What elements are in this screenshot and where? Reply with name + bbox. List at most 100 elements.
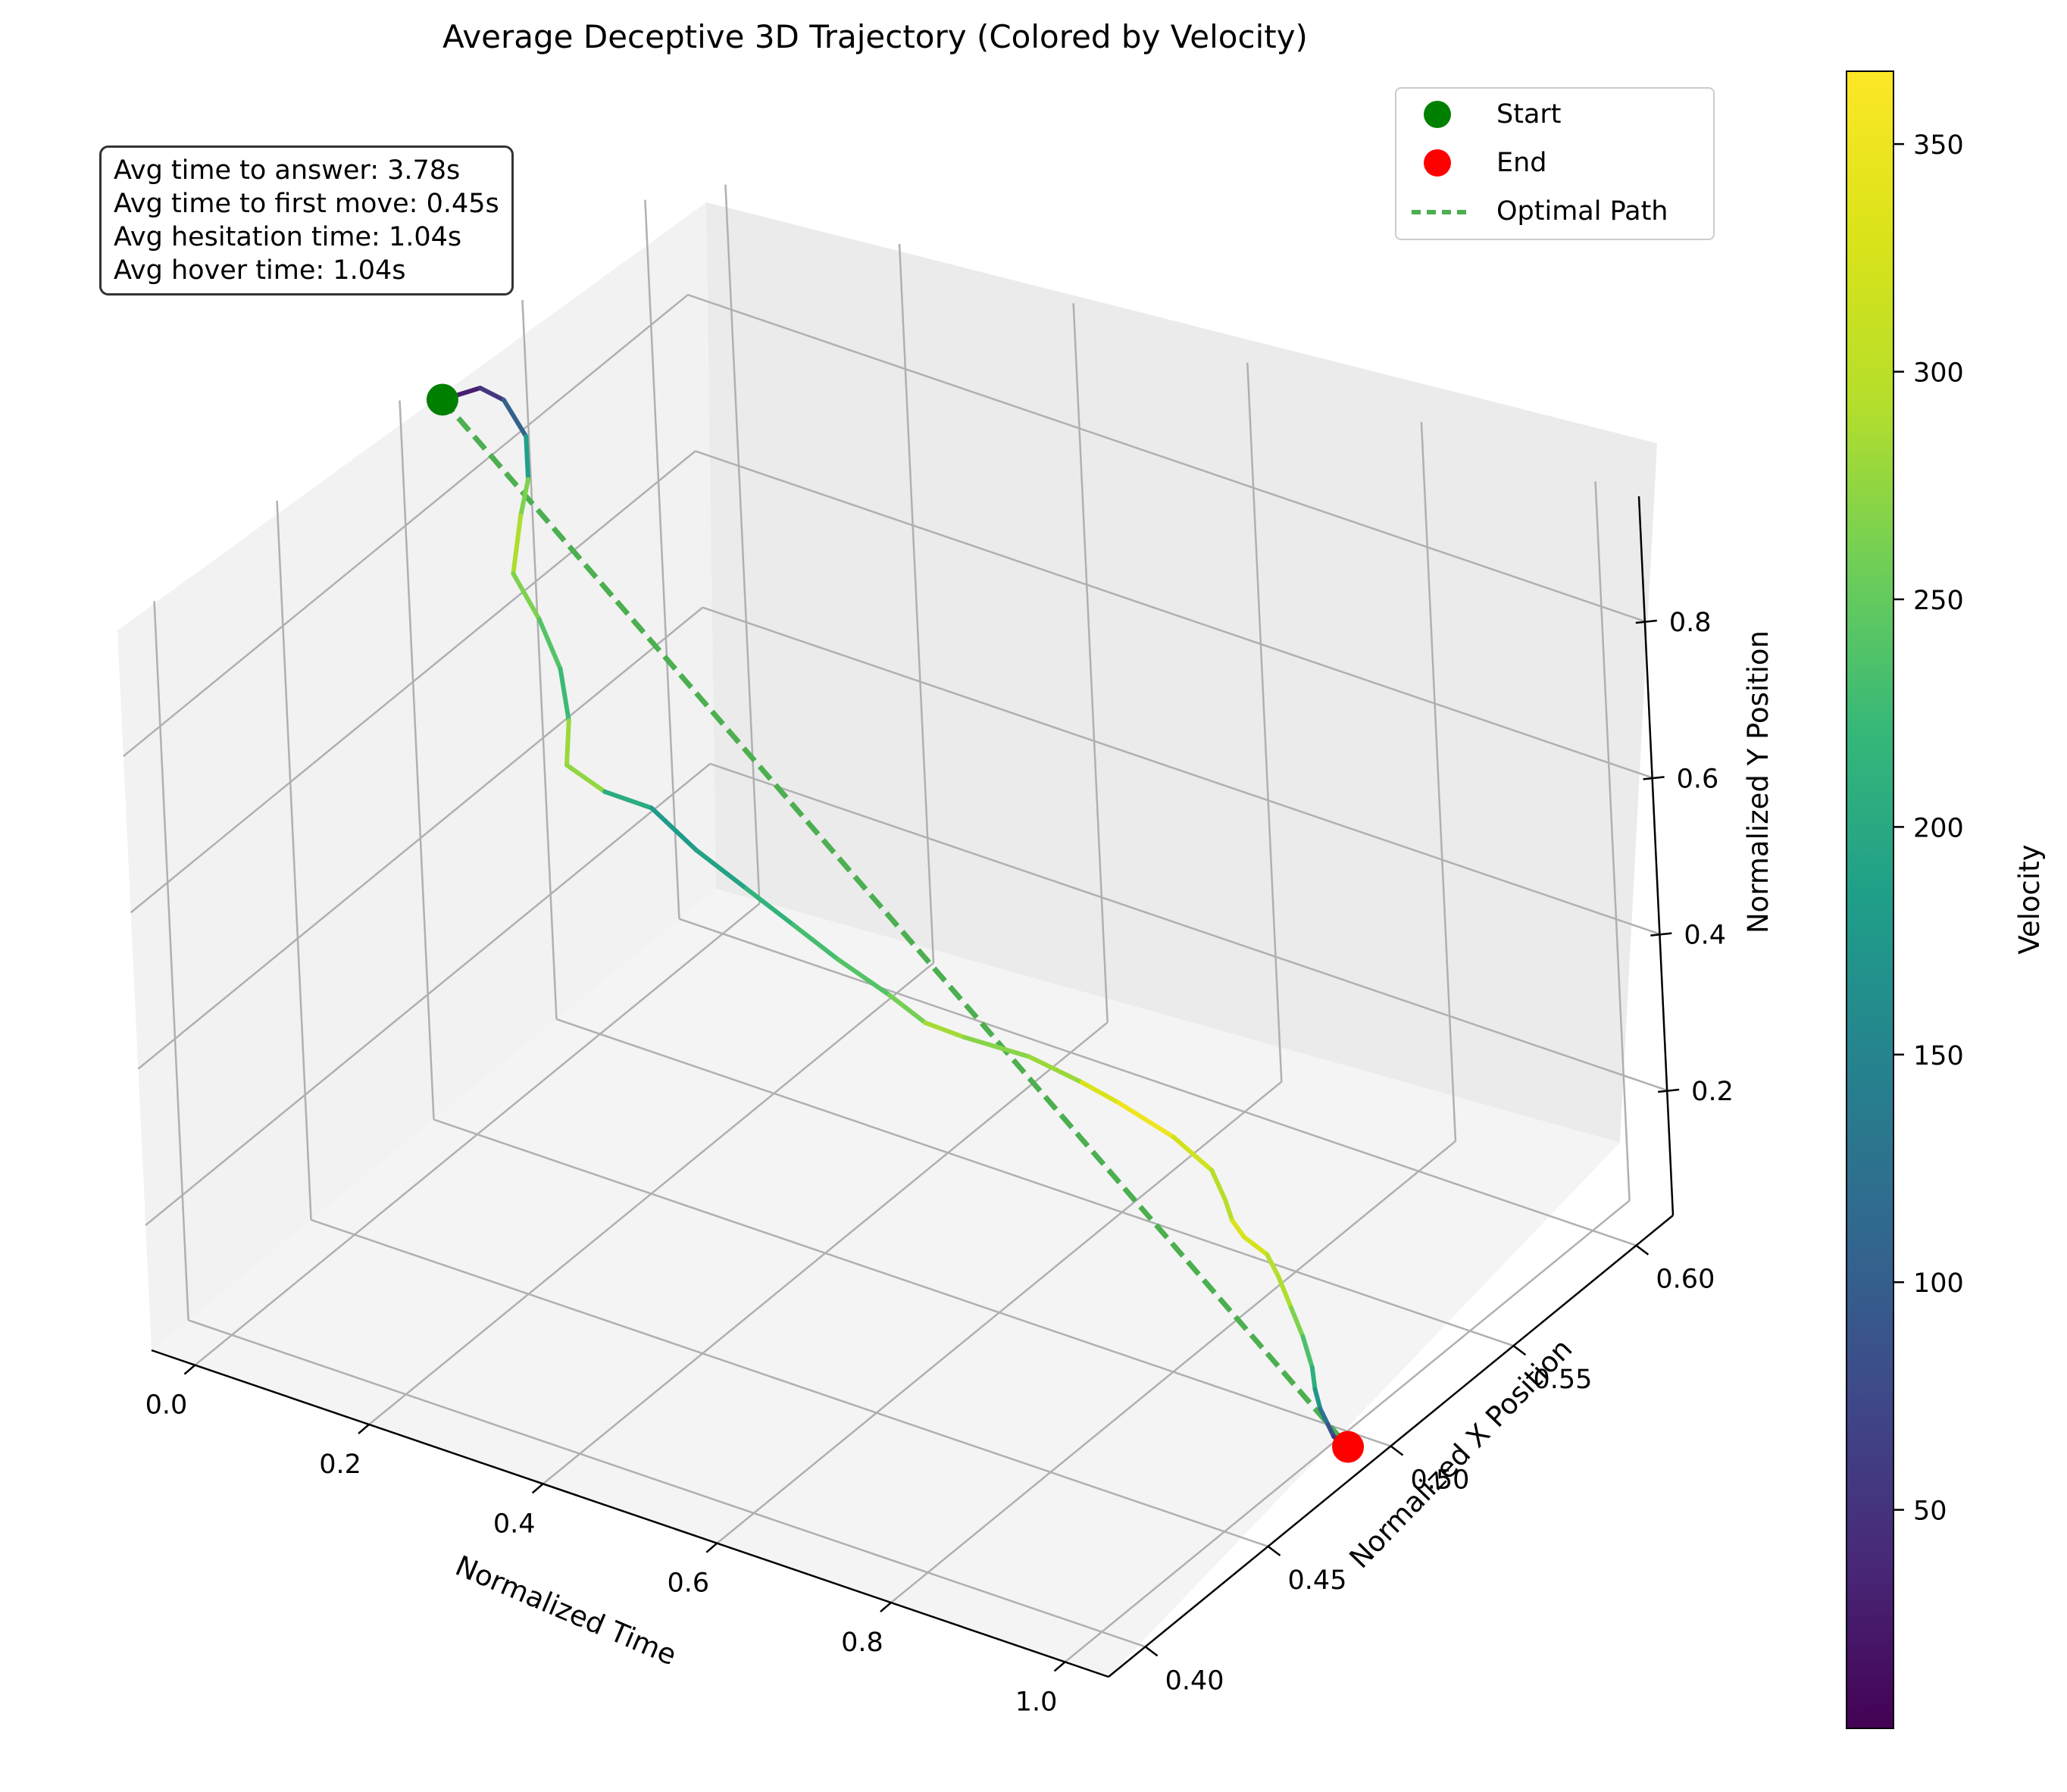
trajectory-segment — [1027, 1054, 1084, 1085]
trajectory-segment — [887, 993, 928, 1025]
ypos-tick-label: 0.8 — [1669, 608, 1712, 638]
xpos-tick-label: 0.60 — [1656, 1265, 1715, 1295]
time-tick-mark — [705, 1542, 718, 1553]
grid-line-x-floor — [311, 1218, 1268, 1548]
grid-line-x-wall — [399, 400, 435, 1120]
trajectory-segment — [558, 666, 571, 724]
trajectory-segment — [1318, 1406, 1331, 1428]
time-tick-label: 0.0 — [145, 1390, 188, 1421]
start-marker — [426, 383, 458, 416]
end-marker — [1332, 1431, 1365, 1463]
colorbar-label: Velocity — [2013, 844, 2046, 954]
trajectory-segment — [835, 956, 893, 998]
trajectory-segment — [1116, 1100, 1176, 1140]
trajectory-segment — [1312, 1387, 1323, 1412]
x-axis-label: Normalized Time — [451, 1550, 681, 1672]
legend-item-optimal: Optimal Path — [1396, 190, 1713, 233]
grid-line-z-back — [695, 450, 1653, 779]
legend-label-start: Start — [1496, 99, 1562, 130]
colorbar-tick-label: 50 — [1913, 1496, 1947, 1527]
grid-line-time-wall — [1594, 481, 1631, 1201]
floor-pane — [152, 889, 1620, 1677]
xpos-tick-mark — [1512, 1345, 1527, 1356]
time-axis-line — [151, 1349, 1109, 1678]
trajectory-segment — [524, 434, 531, 482]
colorbar-tick-label: 350 — [1913, 130, 1964, 161]
time-tick-label: 1.0 — [1015, 1687, 1058, 1717]
grid-line-x-floor — [433, 1118, 1391, 1447]
trajectory-segment — [962, 1034, 1032, 1059]
trajectory-segment — [923, 1020, 967, 1040]
chart-title: Average Deceptive 3D Trajectory (Colored… — [442, 18, 1308, 55]
stat-time-to-answer: Avg time to answer: 3.78s — [114, 155, 461, 186]
optimal-path-series — [440, 398, 1350, 1449]
colorbar-tick-label: 100 — [1913, 1268, 1964, 1299]
trajectory-segment — [1276, 1274, 1294, 1310]
colorbar-tick-label: 200 — [1913, 813, 1964, 843]
trajectory-segment — [1300, 1334, 1315, 1370]
trajectory-segment — [1171, 1134, 1215, 1173]
trajectory-segment — [790, 922, 840, 962]
legend-label-optimal: Optimal Path — [1496, 196, 1668, 227]
trajectory-segment — [1241, 1234, 1270, 1257]
trajectory-segment — [477, 386, 506, 402]
tick-marks: 0.0 0.2 0.4 0.6 0.8 1.0 0.40 0.45 0.50 0.55 0.60 0.… — [145, 608, 1734, 1717]
trajectory-segment — [536, 617, 563, 671]
grid-line-z-left — [130, 450, 696, 914]
grid-line-time-wall — [724, 184, 761, 904]
time-tick-mark — [880, 1602, 892, 1612]
stat-hesitation-time: Avg hesitation time: 1.04s — [114, 222, 462, 252]
back-pane — [706, 202, 1657, 1143]
colorbar-tick-label: 150 — [1913, 1041, 1964, 1071]
xpos-tick-mark — [1390, 1445, 1404, 1456]
trajectory-segment — [1309, 1365, 1318, 1392]
ypos-tick-mark — [1658, 1088, 1680, 1093]
trajectory-segment — [1222, 1197, 1235, 1223]
trajectory-segment — [1079, 1080, 1121, 1106]
xpos-tick-mark — [1267, 1545, 1281, 1556]
trajectory-segment — [1230, 1218, 1246, 1240]
time-tick-label: 0.6 — [667, 1568, 709, 1599]
grid-line-z-left — [137, 606, 704, 1070]
time-tick-mark — [531, 1483, 544, 1494]
xpos-tick-label: 0.40 — [1165, 1665, 1224, 1696]
time-tick-mark — [358, 1424, 370, 1434]
legend-item-end: End — [1396, 142, 1713, 184]
xpos-tick-label: 0.45 — [1288, 1565, 1347, 1596]
grid-line-time-wall — [1246, 362, 1283, 1082]
grid-line-x-wall — [276, 500, 312, 1220]
z-axis-label: Normalized Y Position — [1742, 630, 1775, 934]
time-tick-label: 0.4 — [493, 1509, 536, 1539]
ypos-tick-label: 0.2 — [1691, 1077, 1734, 1107]
trajectory-segment — [501, 397, 529, 439]
time-tick-mark — [183, 1364, 196, 1375]
end-marker-icon — [1424, 149, 1451, 177]
stat-time-to-first-move: Avg time to first move: 0.45s — [114, 189, 499, 219]
grid-line-z-back — [709, 762, 1668, 1092]
ypos-tick-mark — [1650, 932, 1672, 937]
trajectory-segment — [1265, 1252, 1281, 1279]
xpos-tick-mark — [1144, 1646, 1159, 1657]
grid-line-z-back — [687, 293, 1646, 623]
endpoint-markers — [426, 383, 1365, 1463]
trajectory-series — [439, 386, 1351, 1450]
optimal-path-icon — [1412, 210, 1466, 214]
time-tick-label: 0.2 — [319, 1450, 361, 1480]
colorbar-tick-label: 250 — [1913, 586, 1964, 616]
ypos-tick-label: 0.6 — [1677, 764, 1719, 794]
legend-item-start: Start — [1396, 93, 1713, 136]
trajectory-segment — [1209, 1168, 1227, 1202]
legend-label-end: End — [1496, 148, 1547, 178]
xpos-tick-mark — [1635, 1244, 1650, 1256]
grid-line-time-wall — [1420, 421, 1457, 1142]
colorbar — [1846, 70, 1894, 1729]
ypos-tick-mark — [1635, 619, 1657, 624]
ypos-tick-label: 0.4 — [1684, 921, 1726, 951]
xpos-tick-label: 0.55 — [1533, 1365, 1592, 1395]
colorbar-ticks: 50 100 150 200 250 300 350 — [1893, 130, 1964, 1527]
trajectory-segment — [511, 571, 542, 622]
trajectory-segment — [518, 477, 531, 518]
trajectory-segment — [511, 513, 524, 577]
trajectory-segment — [694, 848, 749, 891]
